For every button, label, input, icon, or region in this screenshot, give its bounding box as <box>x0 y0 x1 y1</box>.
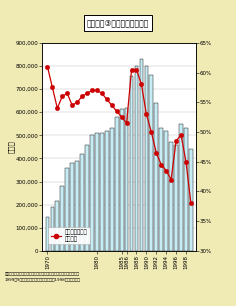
Legend: 府税総額に占め
る構成比: 府税総額に占め る構成比 <box>48 227 90 244</box>
Bar <box>189 149 193 251</box>
Bar <box>130 76 133 251</box>
Bar <box>80 154 84 251</box>
Bar <box>110 129 114 251</box>
Bar <box>85 144 89 251</box>
Text: 大阪府「大阪府統計年鑑」各年度版、及び、大阪府「財政ノート」
1999年9月をもとに筆者作成。ただし、1998年度は見込み: 大阪府「大阪府統計年鑑」各年度版、及び、大阪府「財政ノート」 1999年9月をも… <box>5 272 81 281</box>
Bar <box>105 131 109 251</box>
Bar <box>90 135 94 251</box>
Bar <box>139 59 143 251</box>
Bar <box>184 129 188 251</box>
Bar <box>60 186 64 251</box>
Bar <box>164 131 168 251</box>
Bar <box>100 133 104 251</box>
Bar <box>46 217 49 251</box>
Bar <box>159 129 163 251</box>
Bar <box>55 201 59 251</box>
Bar <box>75 161 79 251</box>
Bar <box>174 144 178 251</box>
Bar <box>169 142 173 251</box>
Bar <box>144 66 148 251</box>
Bar <box>149 75 153 251</box>
Bar <box>135 66 138 251</box>
Bar <box>115 117 118 251</box>
Bar <box>95 133 99 251</box>
Bar <box>65 168 69 251</box>
Bar <box>125 108 128 251</box>
Bar <box>51 207 54 251</box>
Bar <box>70 163 74 251</box>
Text: グラフ　③　法人２税収入額: グラフ ③ 法人２税収入額 <box>87 18 149 28</box>
Bar <box>179 124 183 251</box>
Bar <box>154 103 158 251</box>
Y-axis label: 百万円: 百万円 <box>8 140 14 153</box>
Bar <box>120 109 123 251</box>
